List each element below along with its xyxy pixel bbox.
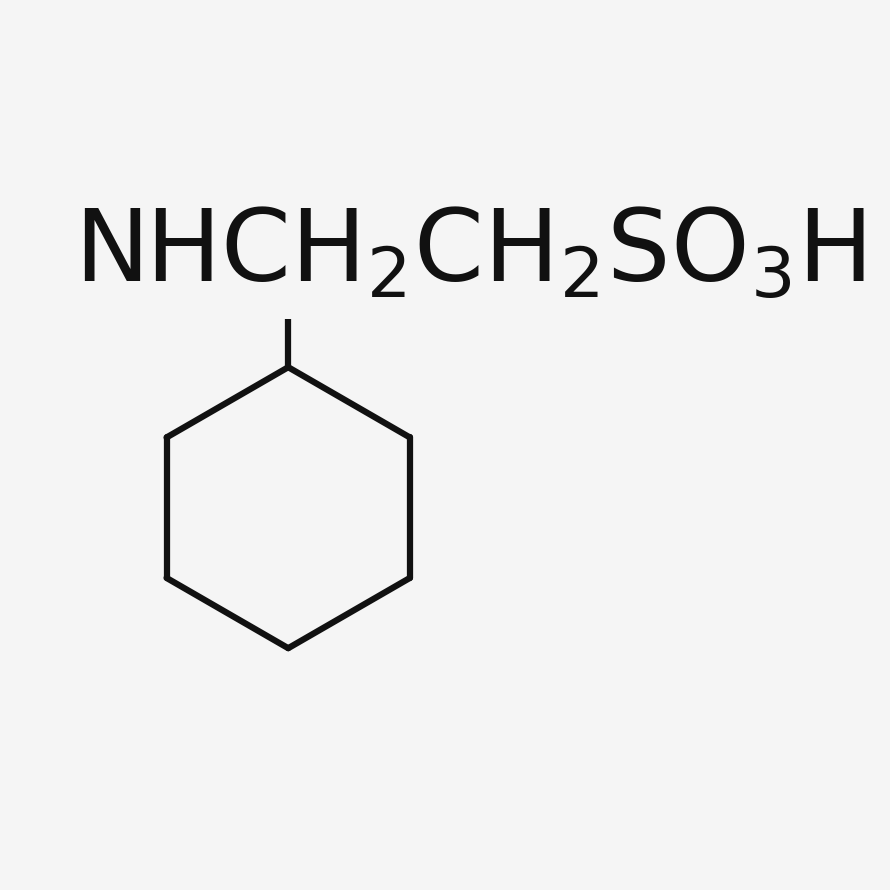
Text: $\mathsf{NHCH_2CH_2SO_3H}$: $\mathsf{NHCH_2CH_2SO_3H}$ — [75, 206, 865, 303]
